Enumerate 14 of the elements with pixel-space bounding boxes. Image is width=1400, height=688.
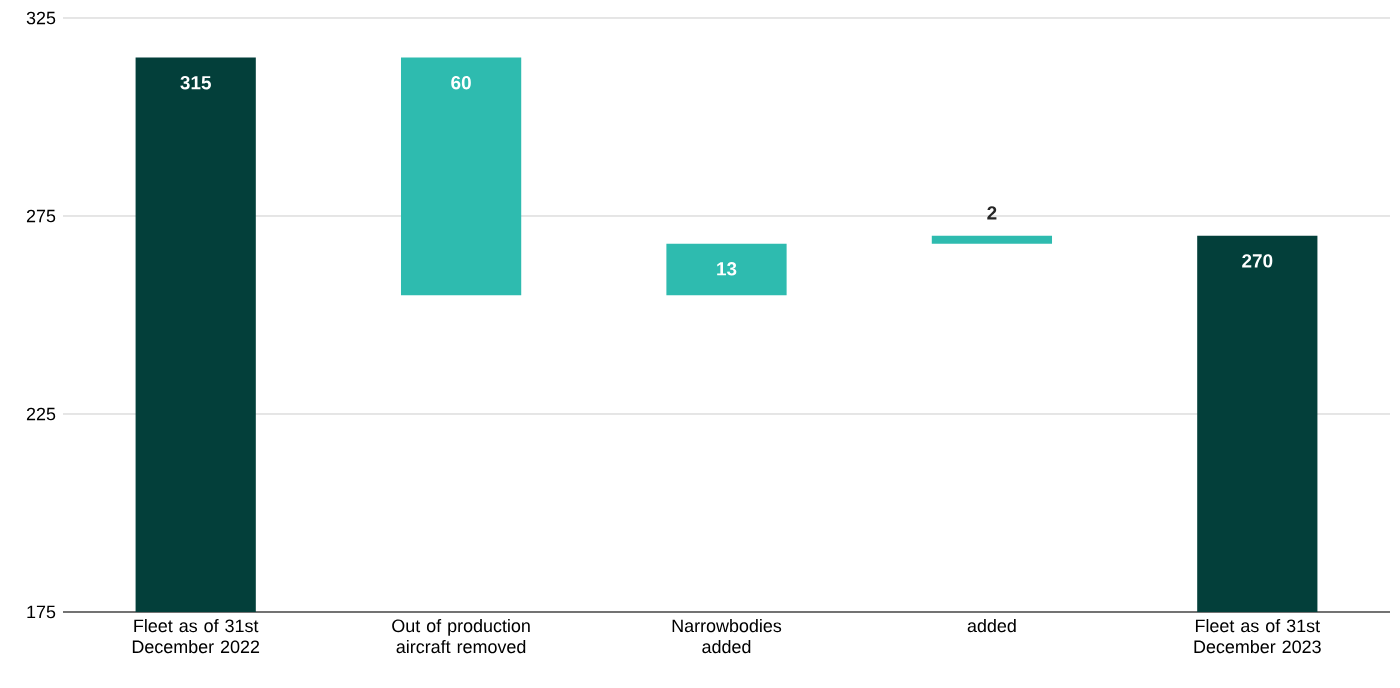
x-tick-label: Narrowbodies added: [672, 619, 782, 654]
data-label: 270: [1242, 254, 1273, 268]
data-label: 13: [717, 262, 737, 276]
y-tick-label: 325: [26, 11, 56, 25]
x-tick-label: Out of production aircraft removed: [392, 619, 530, 654]
x-tick-label: added: [967, 619, 1016, 633]
data-label: 60: [451, 75, 471, 90]
data-label: 315: [180, 75, 211, 90]
x-tick-label: Fleet as of 31st December 2023: [1194, 619, 1321, 654]
y-tick-label: 275: [26, 209, 56, 223]
x-tick-label: Fleet as of 31st December 2022: [132, 619, 260, 654]
y-tick-label: 175: [27, 605, 56, 619]
y-tick-label: 225: [26, 407, 56, 421]
data-label: 2: [987, 206, 997, 220]
